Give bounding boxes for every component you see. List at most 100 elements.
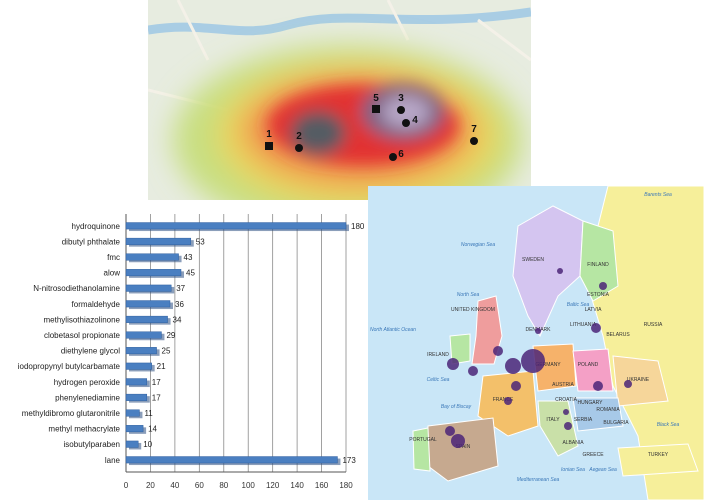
heatmap-markers: 1 2 34 5 6 7 xyxy=(265,93,478,161)
country-label: UNITED KINGDOM xyxy=(451,307,495,313)
country-label: GERMANY xyxy=(535,362,561,368)
site-label: 6 xyxy=(398,149,404,160)
category-label: methyldibromo glutaronitrile xyxy=(22,409,121,418)
category-labels: hydroquinone dibutyl phthalate fmc alow N-ni… xyxy=(18,222,121,465)
bar xyxy=(125,269,182,277)
category-label: diethylene glycol xyxy=(61,347,120,356)
europe-labels: SWEDEN FINLAND ESTONIA LATVIA LITHUANIA BELAR… xyxy=(370,192,679,483)
category-label: hydroquinone xyxy=(72,222,121,231)
bar xyxy=(125,440,139,448)
x-tick-label: 120 xyxy=(266,481,280,490)
bar xyxy=(125,315,168,323)
country-label: SWEDEN xyxy=(522,257,544,263)
category-label: N-nitrosodiethanolamine xyxy=(33,284,120,293)
value-label: 36 xyxy=(175,300,184,309)
site-label: 3 xyxy=(398,93,404,104)
country-label: TURKEY xyxy=(648,452,669,458)
country-label: PORTUGAL xyxy=(409,437,437,443)
turkey-shape xyxy=(617,443,699,477)
value-label: 14 xyxy=(148,425,157,434)
site-marker-circle xyxy=(470,137,478,145)
category-label: dibutyl phthalate xyxy=(62,237,121,246)
x-tick-label: 160 xyxy=(315,481,329,490)
sea-label: Aegean Sea xyxy=(588,467,617,473)
value-label: 37 xyxy=(176,284,185,293)
site-bubble xyxy=(445,426,455,436)
site-label: 1 xyxy=(266,129,272,140)
country-label: FRANCE xyxy=(493,397,514,403)
site-marker-circle xyxy=(397,106,405,114)
x-tick-labels: 0 20 40 60 80 100 120 140 160 180 xyxy=(124,481,353,490)
site-bubble xyxy=(468,366,478,376)
site-bubble xyxy=(591,323,601,333)
x-tick-label: 140 xyxy=(290,481,304,490)
category-label: methyl methacrylate xyxy=(48,425,120,434)
country-label: SERBIA xyxy=(574,417,593,423)
site-bubble xyxy=(535,328,541,334)
value-label: 173 xyxy=(342,456,356,465)
sea-label: Bay of Biscay xyxy=(441,404,472,410)
value-label: 180 xyxy=(351,222,365,231)
chart-gridlines xyxy=(150,214,347,472)
country-label: AUSTRIA xyxy=(552,382,574,388)
site-bubble xyxy=(451,434,465,448)
country-label: HUNGARY xyxy=(578,400,604,406)
site-bubble xyxy=(521,349,545,373)
bar xyxy=(125,409,140,417)
country-label: IRELAND xyxy=(427,352,449,358)
site-marker-square xyxy=(265,142,273,150)
site-marker-circle xyxy=(389,153,397,161)
bar-chart-panel: hydroquinone dibutyl phthalate fmc alow N-ni… xyxy=(0,200,368,500)
site-bubble xyxy=(447,358,459,370)
country-label: ESTONIA xyxy=(587,292,610,298)
site-bubble xyxy=(563,409,569,415)
site-label: 5 xyxy=(373,93,379,104)
category-label: fmc xyxy=(107,253,120,262)
bar xyxy=(125,456,338,464)
x-tick-label: 100 xyxy=(242,481,256,490)
finland-shape xyxy=(579,220,619,302)
country-label: BELARUS xyxy=(606,332,630,338)
category-label: formaldehyde xyxy=(72,300,121,309)
country-label: ROMANIA xyxy=(596,407,620,413)
site-bubble xyxy=(505,358,521,374)
site-bubble xyxy=(624,380,632,388)
roads xyxy=(148,0,531,112)
bar xyxy=(125,347,157,355)
europe-map-panel: SWEDEN FINLAND ESTONIA LATVIA LITHUANIA BELAR… xyxy=(368,186,704,500)
site-marker-square xyxy=(372,105,380,113)
portugal-shape xyxy=(412,427,431,472)
heatmap-svg: 1 2 34 5 6 7 xyxy=(148,0,531,248)
site-marker-circle xyxy=(295,144,303,152)
bar-chart-svg: hydroquinone dibutyl phthalate fmc alow N-ni… xyxy=(18,214,365,490)
x-tick-label: 20 xyxy=(146,481,155,490)
x-tick-label: 180 xyxy=(339,481,353,490)
sea-label: Barents Sea xyxy=(644,192,672,198)
country-label: POLAND xyxy=(578,362,599,368)
bar xyxy=(125,425,144,433)
country-label: SPAIN xyxy=(456,444,471,450)
bar xyxy=(125,237,192,245)
ukraine-shape xyxy=(612,355,669,407)
x-tick-label: 0 xyxy=(124,481,129,490)
sea-label: Norwegian Sea xyxy=(461,242,495,248)
value-label: 21 xyxy=(157,362,166,371)
bar xyxy=(125,222,347,230)
sea-label: Baltic Sea xyxy=(567,302,590,308)
country-label: UKRAINE xyxy=(627,377,650,383)
category-label: methylisothiazolinone xyxy=(44,315,121,324)
value-label: 17 xyxy=(152,378,161,387)
country-label: CROATIA xyxy=(555,397,578,403)
site-bubble xyxy=(599,282,607,290)
site-label: 2 xyxy=(296,131,302,142)
sweden-shape xyxy=(512,205,584,338)
europe-bubbles xyxy=(445,268,632,448)
country-label: RUSSIA xyxy=(644,322,663,328)
value-label: 43 xyxy=(184,253,193,262)
sea-label: Ionian Sea xyxy=(561,467,585,473)
sea-label: Mediterranean Sea xyxy=(517,477,560,483)
country-label: GREECE xyxy=(582,452,604,458)
site-label: 4 xyxy=(412,115,418,126)
